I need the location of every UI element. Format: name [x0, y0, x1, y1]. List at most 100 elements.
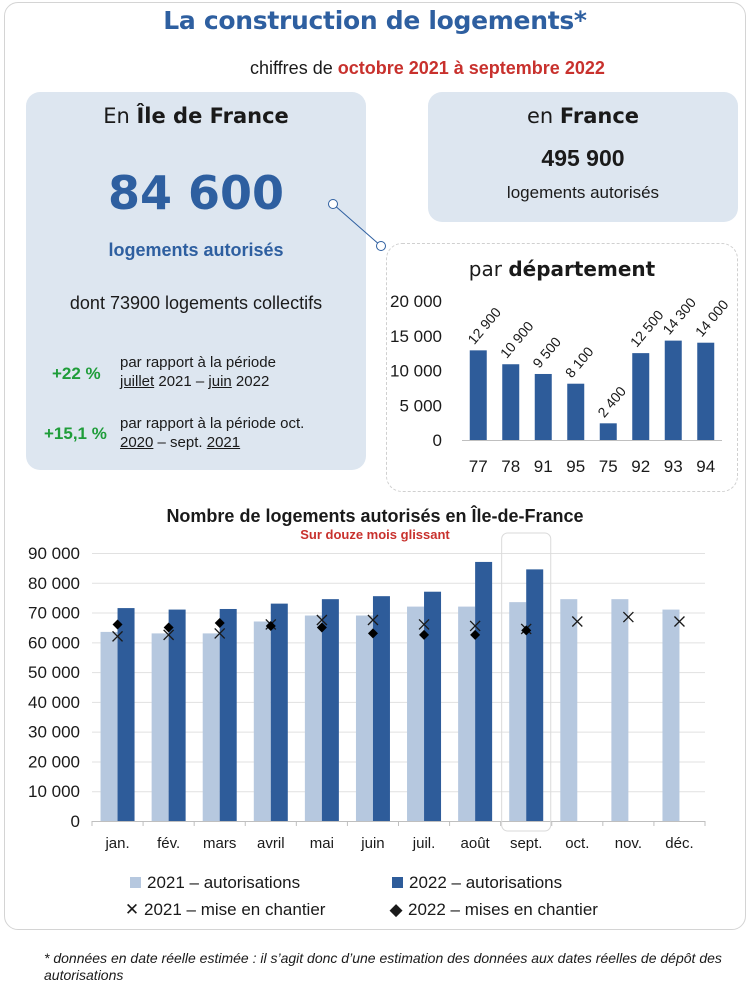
comparison-1-tail: 2022: [231, 373, 270, 390]
marker-2021-chantier: [418, 619, 430, 630]
bar-2022: [526, 569, 544, 821]
main-xtick-label: sept.: [510, 835, 543, 852]
main-xtick-label: nov.: [615, 835, 642, 852]
main-xtick-label: déc.: [665, 835, 693, 852]
main-xtick-label: oct.: [565, 835, 589, 852]
bar-2021: [355, 615, 373, 821]
bar-2022: [117, 608, 135, 821]
dept-xtick-label: 93: [664, 457, 683, 476]
legend-label-a2021: 2021 – autorisations: [147, 873, 301, 892]
dept-title-prefix: par: [468, 257, 509, 281]
marker-2021-chantier: [673, 616, 685, 627]
bar-2021: [458, 606, 476, 821]
comparison-2-end: 2021: [206, 434, 241, 451]
dept-title-bold: département: [508, 257, 656, 281]
subtitle-period: octobre 2021 à septembre 2022: [337, 58, 605, 78]
main-xtick-label: avril: [257, 835, 285, 852]
marker-2021-chantier: [112, 630, 124, 642]
legend-swatch-dark: [392, 877, 403, 888]
marker-2021-chantier: [163, 629, 175, 641]
dept-chart: 0 5 000 10 000 15 000 20 000 77 12 900 78 10 900…: [390, 292, 732, 476]
infographic-frame: [4, 2, 746, 930]
dept-ytick-label: 0: [433, 431, 442, 450]
marker-2022-chantier: [367, 628, 378, 639]
main-xtick-label: août: [461, 835, 491, 852]
dept-ytick-label: 5 000: [399, 396, 442, 415]
bar-2022: [270, 603, 288, 821]
dept-bar: [534, 373, 552, 440]
page-title: La construction de logements*: [163, 6, 587, 35]
main-xtick-label: juil.: [412, 835, 436, 852]
dept-data-label: 8 100: [562, 343, 597, 380]
main-ytick-label: 30 000: [28, 723, 80, 742]
dept-data-label: 12 900: [464, 304, 504, 347]
diamond-icon: ◆: [389, 900, 403, 919]
idf-card: [26, 92, 366, 470]
dept-xtick-label: 95: [566, 457, 585, 476]
marker-2021-chantier: [316, 614, 328, 626]
marker-2021-chantier: [622, 611, 634, 623]
dept-bar: [567, 383, 585, 440]
marker-2022-chantier: [470, 629, 481, 640]
main-ytick-label: 10 000: [28, 782, 80, 801]
dept-data-label: 14 000: [692, 296, 732, 339]
connector-dot-end: [376, 241, 386, 251]
main-ytick-label: 0: [71, 812, 80, 831]
dept-bar: [664, 340, 682, 440]
marker-2022-chantier: [265, 620, 276, 631]
comparison-1-mid: 2021 –: [154, 373, 209, 390]
main-chart-subtitle: Sur douze mois glissant: [300, 527, 450, 542]
dept-xtick-label: 94: [696, 457, 715, 476]
dept-ytick-label: 10 000: [390, 362, 442, 381]
marker-2021-chantier: [214, 627, 226, 639]
dept-xtick-label: 75: [599, 457, 618, 476]
bar-2021: [202, 633, 220, 821]
france-card: [428, 92, 738, 222]
bar-2021: [100, 631, 118, 821]
dept-bar: [502, 364, 520, 440]
comparison-1-start: juillet: [120, 373, 155, 390]
september-highlight: [501, 532, 552, 832]
x-mark-icon: ✕: [124, 900, 140, 919]
dept-data-label: 10 900: [497, 318, 537, 361]
legend-label-a2022: 2022 – autorisations: [409, 873, 563, 892]
dept-chart-box: [386, 243, 738, 492]
footnote: * données en date réelle estimée : il s’…: [44, 950, 722, 983]
bar-2022: [475, 561, 493, 821]
main-ytick-label: 50 000: [28, 663, 80, 682]
marker-2021-chantier: [367, 614, 379, 626]
dept-bar: [632, 353, 650, 440]
idf-heading: En Île de France: [26, 104, 366, 128]
bar-2022: [424, 591, 442, 821]
france-label: logements autorisés: [506, 183, 660, 202]
comparison-desc-2: par rapport à la période oct. 2020 – sep…: [120, 414, 304, 452]
marker-2021-chantier: [571, 616, 583, 627]
comparison-desc-2-line1: par rapport à la période oct.: [120, 415, 305, 432]
legend-swatch-light: [130, 877, 141, 888]
main-chart-title: Nombre de logements autorisés en Île-de-…: [166, 506, 584, 526]
marker-2022-chantier: [112, 619, 123, 630]
dept-bar: [697, 342, 715, 440]
bar-2021: [560, 599, 578, 821]
legend-label-m2022: 2022 – mises en chantier: [408, 900, 598, 919]
bar-2021: [151, 633, 169, 821]
legend-2021-autorisations: 2021 – autorisations: [130, 873, 300, 893]
main-xtick-label: mars: [203, 835, 236, 852]
bar-2021: [509, 602, 527, 821]
main-ytick-label: 20 000: [28, 752, 80, 771]
main-ytick-label: 90 000: [28, 544, 80, 563]
dept-ytick-label: 20 000: [390, 292, 442, 311]
comparison-2-mid: – sept.: [153, 434, 207, 451]
connector-dot-start: [328, 199, 338, 209]
idf-collectifs: dont 73900 logements collectifs: [69, 293, 323, 313]
main-ytick-label: 60 000: [28, 633, 80, 652]
dept-bar: [599, 423, 617, 440]
main-chart: 0 10 000 20 000 30 000 40 000 50 000 60 000 70 …: [28, 532, 706, 852]
marker-2021-chantier: [469, 620, 481, 632]
comparison-desc-1-line1: par rapport à la période: [120, 354, 276, 371]
main-ytick-label: 40 000: [28, 693, 80, 712]
france-heading-country: France: [559, 104, 640, 128]
legend-label-m2021: 2021 – mise en chantier: [144, 900, 326, 919]
legend-2021-mise-en-chantier: ✕ 2021 – mise en chantier: [124, 900, 326, 920]
bar-2021: [304, 615, 322, 821]
